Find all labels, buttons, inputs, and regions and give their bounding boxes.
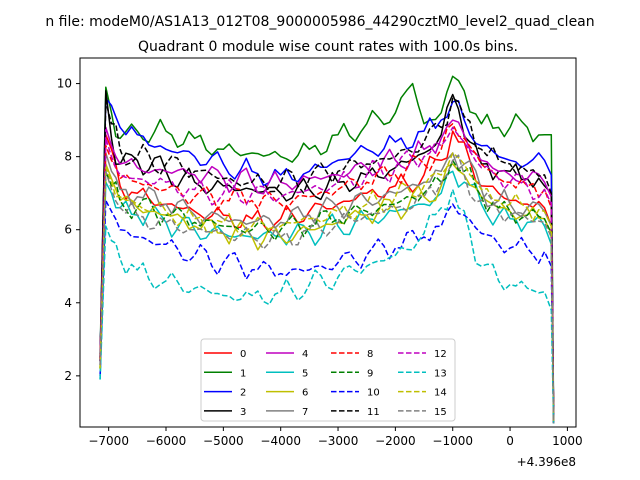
legend-label: 15 [434, 407, 447, 418]
legend-label: 11 [367, 407, 380, 418]
series-line-11 [99, 97, 555, 424]
legend-label: 2 [240, 388, 246, 399]
figure-suptitle: n file: modeM0/AS1A13_012T08_9000005986_… [45, 14, 594, 30]
legend-label: 5 [302, 368, 308, 379]
y-tick-label: 4 [64, 296, 72, 310]
y-axis: 2 4 6 8 10 [57, 77, 80, 383]
x-tick-label: −5000 [203, 434, 244, 448]
legend-label: 13 [434, 368, 447, 379]
legend-label: 12 [434, 349, 447, 360]
x-tick-label: −7000 [88, 434, 129, 448]
x-tick-label: −6000 [146, 434, 187, 448]
legend-label: 8 [367, 349, 373, 360]
series-line-15 [99, 154, 555, 424]
series-lines [99, 75, 555, 424]
x-tick-label: −4000 [260, 434, 301, 448]
chart-title: Quadrant 0 module wise count rates with … [138, 39, 518, 55]
series-line-14 [99, 152, 555, 424]
legend-label: 0 [240, 349, 246, 360]
series-line-13 [99, 188, 555, 424]
series-line-12 [99, 126, 555, 424]
series-line-1 [99, 75, 555, 417]
legend-label: 10 [367, 388, 380, 399]
plot-area [79, 57, 577, 428]
legend-label: 1 [240, 368, 246, 379]
x-tick-label: 0 [506, 434, 514, 448]
x-tick-label: −3000 [318, 434, 359, 448]
series-line-9 [99, 159, 555, 420]
series-line-5 [99, 170, 555, 424]
legend-label: 3 [240, 407, 246, 418]
x-tick-label: −1000 [432, 434, 473, 448]
x-tick-label: −2000 [375, 434, 416, 448]
legend-label: 14 [434, 388, 447, 399]
legend-box [200, 338, 456, 422]
series-line-2 [99, 97, 555, 420]
y-tick-label: 10 [57, 77, 72, 91]
y-tick-label: 6 [64, 223, 72, 237]
series-line-7 [99, 152, 555, 420]
x-axis: −7000 −6000 −5000 −4000 −3000 −2000 −1000 0 1000 [88, 427, 583, 448]
y-tick-label: 2 [64, 369, 72, 383]
legend-label: 9 [367, 368, 373, 379]
y-tick-label: 8 [64, 150, 72, 164]
legend-label: 7 [302, 407, 308, 418]
series-line-4 [99, 119, 555, 420]
legend-label: 4 [302, 349, 308, 360]
legend-label: 6 [302, 388, 308, 399]
x-tick-label: 1000 [552, 434, 583, 448]
x-offset-label: +4.396e8 [517, 455, 576, 469]
axes-frame [79, 57, 577, 428]
